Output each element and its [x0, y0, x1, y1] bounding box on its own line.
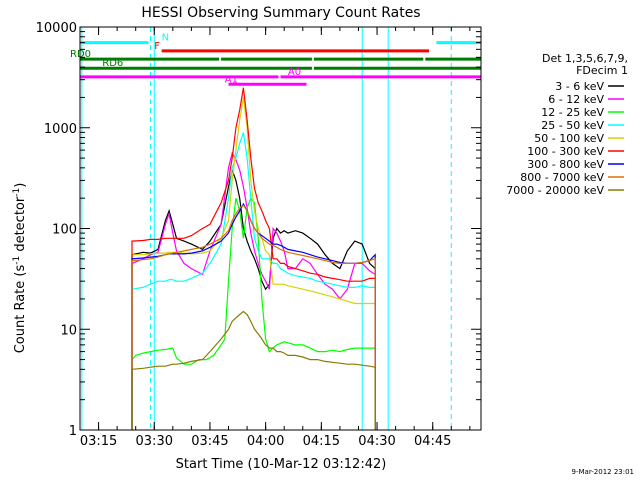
legend-label-3: 25 - 50 keV [541, 119, 604, 132]
x-tick-label-5: 04:30 [358, 434, 395, 449]
legend-label-6: 300 - 800 keV [527, 158, 604, 171]
flag-label-a0: A0 [288, 67, 301, 78]
legend-label-1: 6 - 12 keV [548, 93, 604, 106]
y-tick-label-4: 10000 [36, 21, 77, 36]
legend-label-0: 3 - 6 keV [555, 80, 604, 93]
legend-label-2: 12 - 25 keV [541, 106, 604, 119]
legend-label-8: 7000 - 20000 keV [506, 184, 604, 197]
flag-label-a1: A1 [225, 74, 238, 85]
date-stamp: 9-Mar-2012 23:01 [571, 468, 634, 476]
legend-header-0: Det 1,3,5,6,7,9, [542, 52, 628, 65]
series-line-4 [131, 97, 376, 430]
x-axis-label: Start Time (10-Mar-12 03:12:42) [176, 457, 387, 472]
series-line-3 [131, 132, 376, 430]
flag-label-rd6: RD6 [102, 58, 123, 69]
chart-title: HESSI Observing Summary Count Rates [141, 5, 420, 21]
y-tick-label-0: 1 [69, 424, 77, 439]
y-tick-label-1: 10 [60, 323, 77, 338]
plot-frame [79, 26, 482, 431]
series-line-2 [131, 197, 376, 430]
legend-label-5: 100 - 300 keV [527, 145, 604, 158]
series-line-1 [131, 151, 376, 430]
x-tick-label-4: 04:15 [303, 434, 340, 449]
x-tick-label-3: 04:00 [247, 434, 284, 449]
y-tick-label-2: 100 [52, 223, 77, 238]
x-tick-label-0: 03:15 [80, 434, 117, 449]
y-tick-label-3: 1000 [44, 122, 77, 137]
series-line-7 [131, 204, 376, 430]
x-tick-label-6: 04:45 [414, 434, 451, 449]
legend-label-4: 50 - 100 keV [534, 132, 604, 145]
legend-header-1: FDecim 1 [576, 64, 628, 77]
x-tick-label-1: 03:30 [136, 434, 173, 449]
series-line-5 [131, 87, 376, 430]
x-tick-label-2: 03:45 [191, 434, 228, 449]
flag-label-n: N [162, 33, 169, 44]
series-line-8 [131, 310, 376, 430]
y-axis-label: Count Rate (s-1 detector-1) [12, 183, 28, 354]
flag-label-f: F [154, 41, 160, 52]
flag-label-rd0: RD0 [70, 49, 91, 60]
series-line-0 [131, 167, 376, 430]
legend-label-7: 800 - 7000 keV [520, 171, 604, 184]
